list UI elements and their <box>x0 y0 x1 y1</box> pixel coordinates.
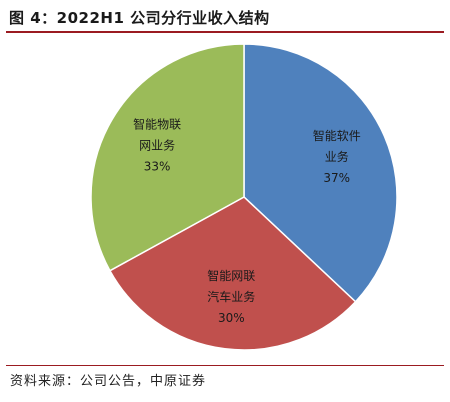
pie-slices <box>90 43 398 351</box>
source-note: 资料来源：公司公告，中原证券 <box>10 374 207 389</box>
pie-slice-name-line: 业务 <box>325 149 349 164</box>
pie-slice-value: 30% <box>218 311 245 325</box>
title-divider <box>6 31 444 33</box>
pie-slice-value: 33% <box>144 160 171 174</box>
pie-slice-label-2: 智能物联网业务 33% <box>133 117 181 174</box>
pie-slice-1 <box>108 196 357 351</box>
pie-slice-2 <box>90 43 245 272</box>
pie-slice-0 <box>243 43 398 303</box>
pie-labels: 智能软件业务 37% 智能网联汽车业务 30% 智能物联网业务 33% <box>133 117 361 326</box>
pie-slice-name-line: 智能网联 <box>207 268 255 283</box>
pie-slice-name-line: 汽车业务 <box>207 289 255 304</box>
pie-slice-name-line: 网业务 <box>139 138 175 153</box>
chart-title: 图 4：2022H1 公司分行业收入结构 <box>9 9 270 27</box>
pie-slice-label-1: 智能网联汽车业务 30% <box>207 268 255 325</box>
pie-slice-value: 37% <box>323 171 350 185</box>
pie-slice-name-line: 智能软件 <box>313 128 361 143</box>
pie-slice-name-line: 智能物联 <box>133 117 181 132</box>
source-divider <box>6 365 444 366</box>
pie-slice-label-0: 智能软件业务 37% <box>313 128 361 185</box>
